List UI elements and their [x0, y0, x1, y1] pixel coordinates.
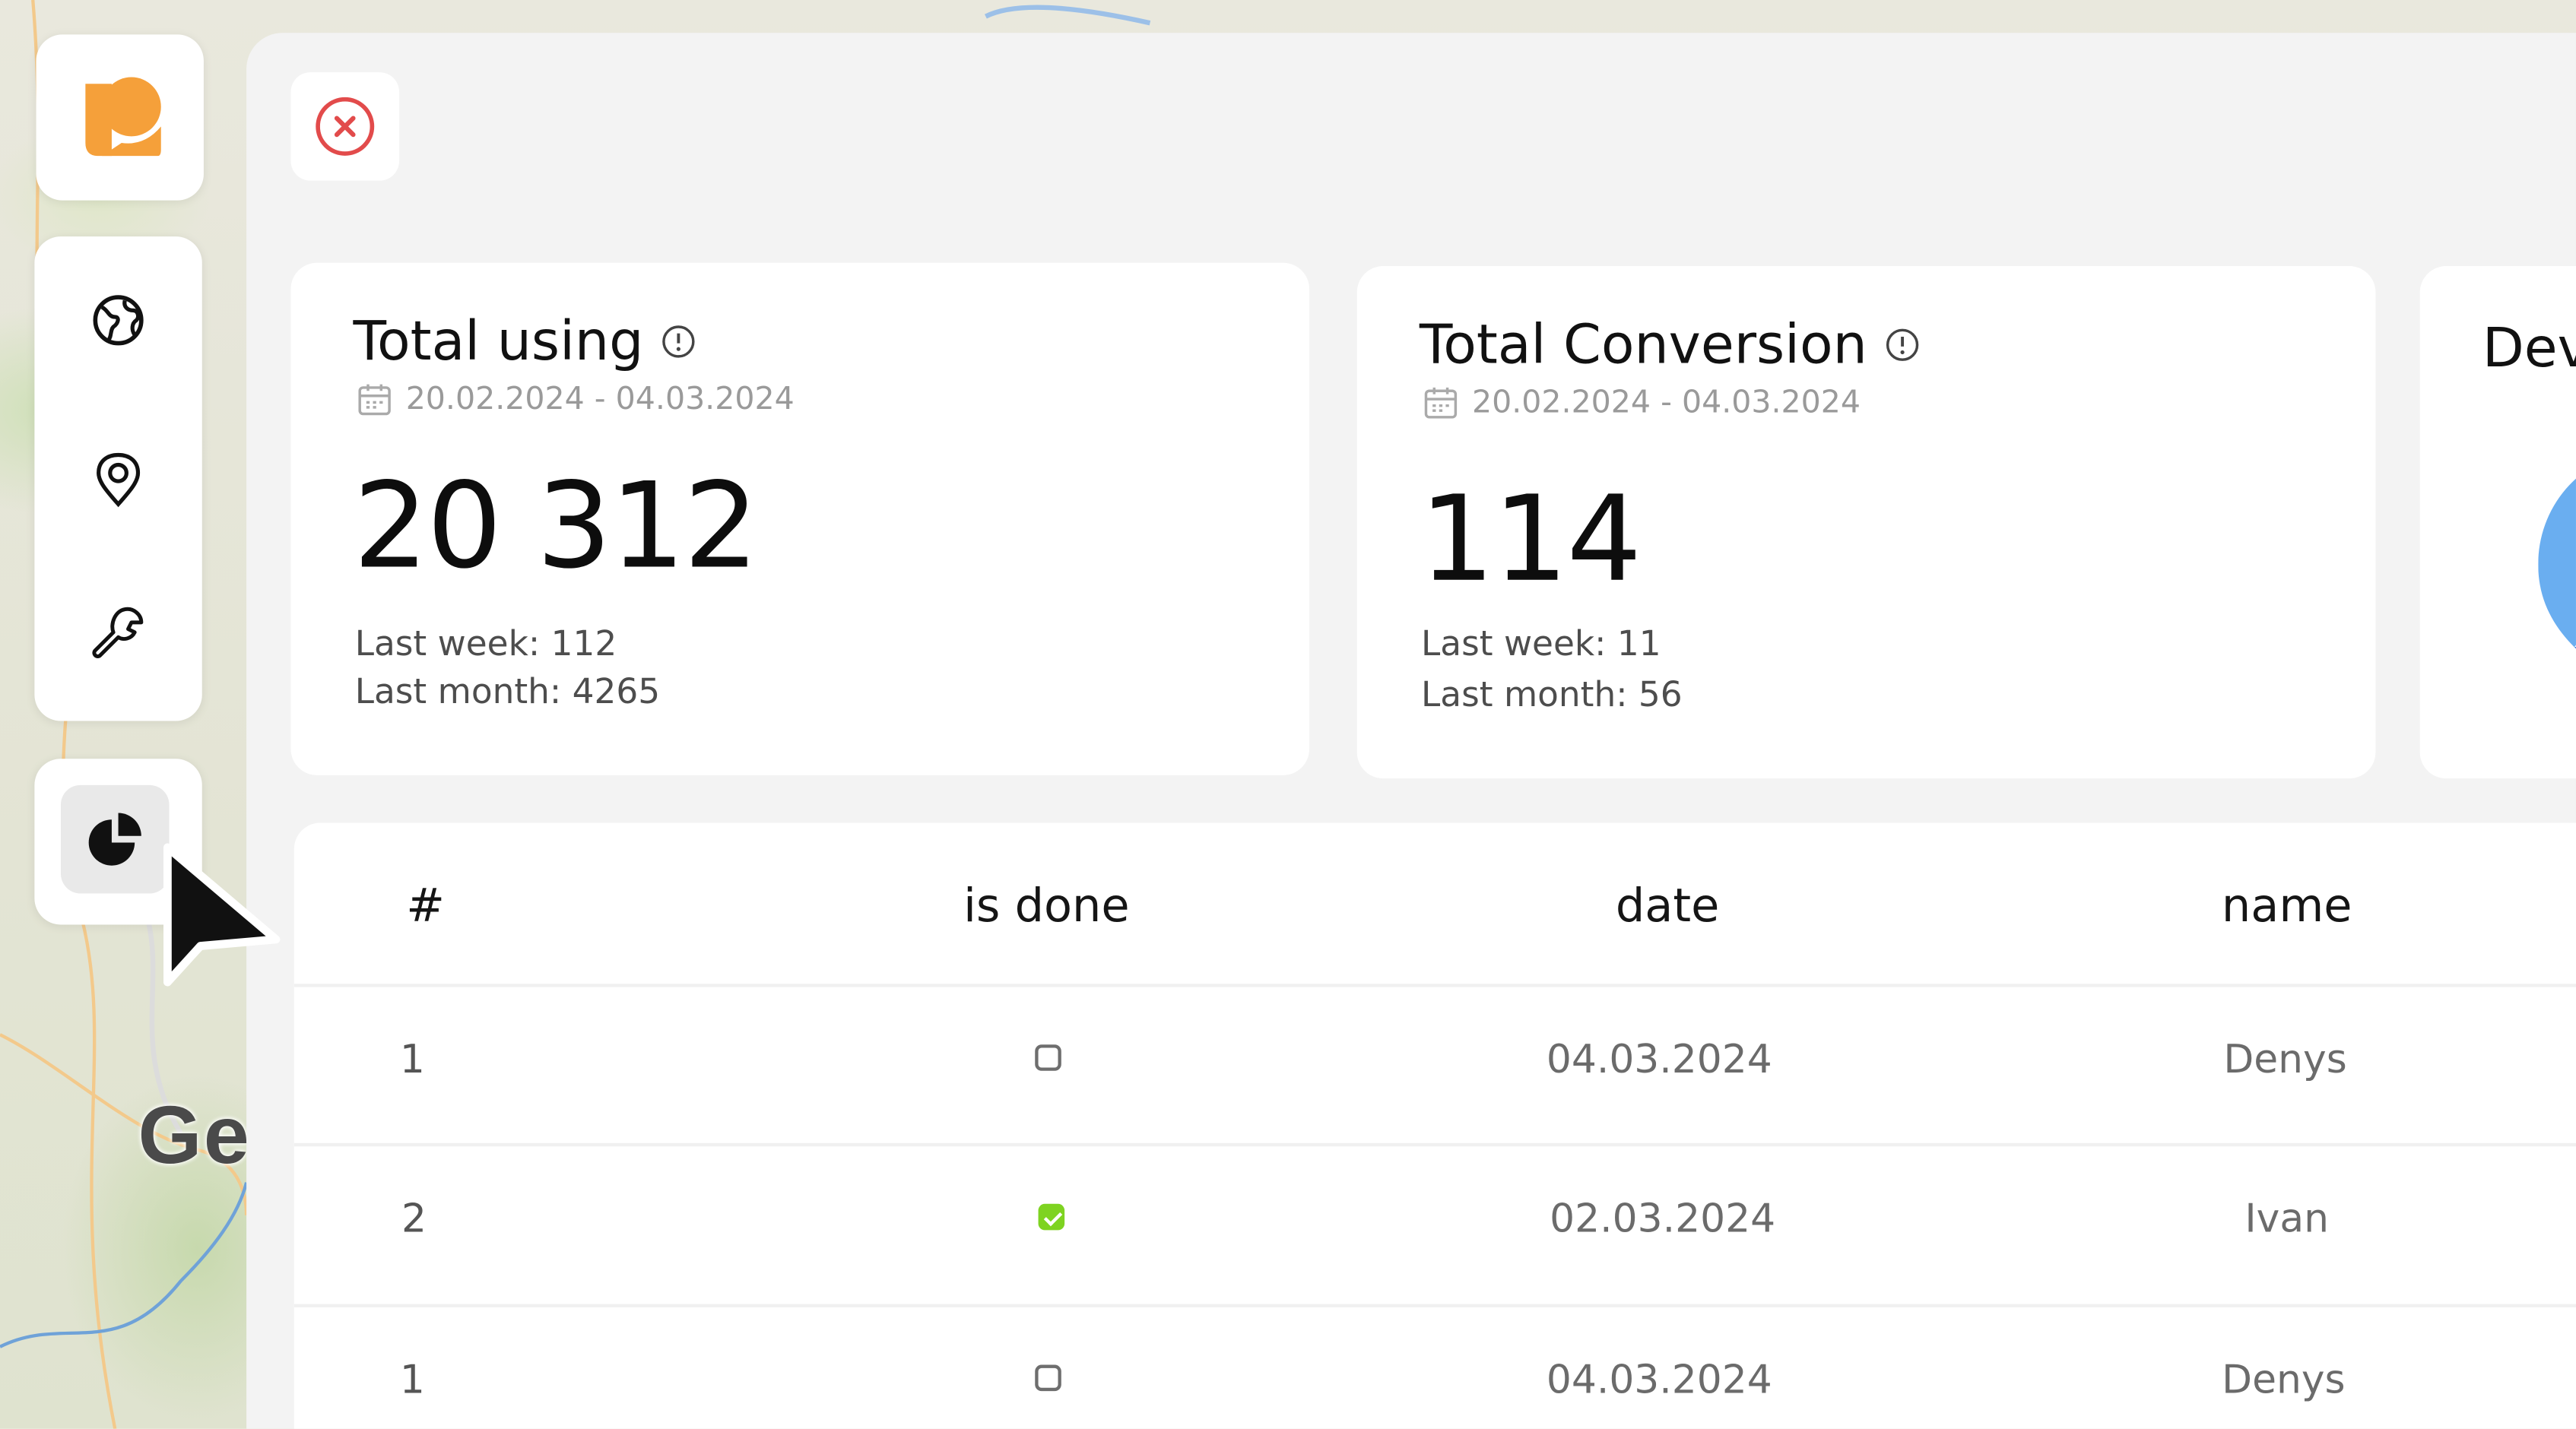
total-using-last-week: Last week: 112 — [354, 624, 617, 664]
total-using-title: Total using — [353, 309, 644, 373]
app-logo[interactable] — [79, 71, 164, 163]
total-using-range-text: 20.02.2024 - 04.03.2024 — [405, 381, 795, 417]
col-header-date[interactable]: date — [1615, 878, 1720, 933]
stats-panel: Total using 20.02.2024 - 04.03.2024 20 3… — [246, 33, 2576, 1429]
total-conversion-title: Total Conversion — [1419, 312, 1867, 376]
row-name: Ivan — [2244, 1195, 2330, 1242]
row-name: Denys — [2222, 1356, 2346, 1403]
stats-nav-card — [34, 759, 202, 925]
logo-icon — [85, 77, 161, 157]
total-using-last-month: Last month: 4265 — [354, 671, 661, 711]
row-index: 1 — [399, 1036, 425, 1082]
pie-chart-icon — [88, 813, 141, 866]
records-table: # is done date name 1 04.03.2024 Denys 2… — [293, 822, 2576, 1429]
table-row[interactable]: 1 04.03.2024 Denys — [293, 1304, 2576, 1429]
row-index: 2 — [401, 1195, 427, 1242]
row-date: 04.03.2024 — [1546, 1356, 1772, 1403]
total-using-title-row: Total using — [354, 309, 696, 372]
calendar-icon — [357, 381, 393, 417]
total-conversion-last-month: Last month: 56 — [1421, 675, 1683, 714]
row-done-checkbox[interactable] — [1035, 1364, 1061, 1392]
info-icon[interactable] — [1883, 326, 1920, 363]
close-button[interactable] — [290, 72, 400, 181]
row-date: 04.03.2024 — [1546, 1036, 1772, 1082]
nav-stats-button[interactable] — [60, 784, 170, 894]
total-conversion-range: 20.02.2024 - 04.03.2024 — [1423, 384, 1861, 421]
total-using-value: 20 312 — [353, 456, 760, 595]
nav-globe-button[interactable] — [64, 266, 173, 375]
nav-location-button[interactable] — [64, 426, 173, 534]
table-row[interactable]: 1 04.03.2024 Denys — [293, 984, 2576, 1146]
col-header-is-done[interactable]: is done — [963, 878, 1130, 933]
total-conversion-card: Total Conversion 20.02.2024 - 04.03.2024… — [1356, 266, 2376, 779]
total-conversion-last-week: Last week: 11 — [1421, 624, 1661, 664]
table-row[interactable]: 2 02.03.2024 Ivan — [293, 1142, 2576, 1306]
nav-card — [34, 236, 202, 721]
map-city-label: Ge — [138, 1088, 251, 1181]
total-conversion-range-text: 20.02.2024 - 04.03.2024 — [1471, 384, 1861, 421]
col-header-name[interactable]: name — [2221, 878, 2352, 933]
nav-tools-button[interactable] — [64, 578, 173, 687]
total-conversion-value: 114 — [1419, 469, 1642, 608]
total-conversion-title-row: Total Conversion — [1420, 312, 1920, 376]
col-header-index[interactable]: # — [406, 878, 445, 933]
row-index: 1 — [399, 1356, 425, 1403]
devices-card: Dev — [2419, 266, 2576, 779]
row-done-checkbox[interactable] — [1035, 1044, 1061, 1071]
devices-title: Dev — [2482, 315, 2576, 380]
mouse-cursor-icon — [157, 838, 289, 1009]
row-done-checkbox[interactable] — [1038, 1203, 1065, 1231]
calendar-icon — [1423, 385, 1459, 421]
total-using-range: 20.02.2024 - 04.03.2024 — [357, 381, 795, 417]
info-icon[interactable] — [660, 323, 696, 360]
map-pin-icon — [97, 452, 141, 508]
logo-card[interactable] — [36, 34, 204, 201]
row-name: Denys — [2223, 1036, 2347, 1082]
wrench-icon — [92, 607, 144, 658]
globe-icon — [93, 295, 144, 346]
total-using-card: Total using 20.02.2024 - 04.03.2024 20 3… — [290, 262, 1310, 775]
devices-pie-chart[interactable] — [2538, 450, 2576, 686]
close-circle-icon — [316, 97, 375, 156]
row-date: 02.03.2024 — [1550, 1195, 1776, 1242]
